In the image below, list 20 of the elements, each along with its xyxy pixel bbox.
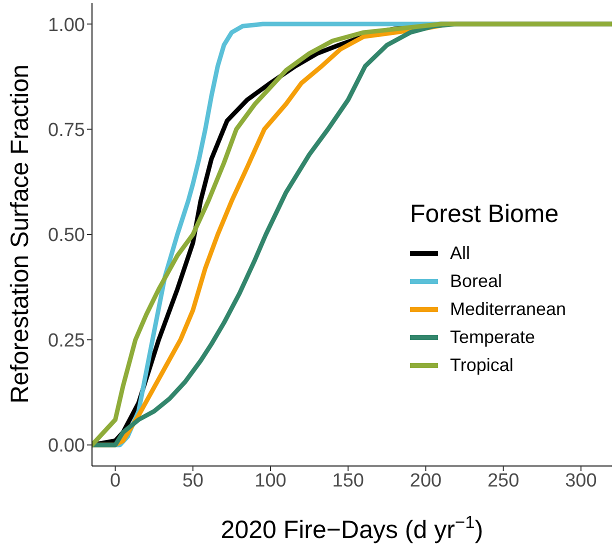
y-tick-label: 1.00: [48, 14, 85, 36]
x-tick-label: 0: [110, 470, 121, 492]
x-tick-label: 150: [332, 470, 364, 492]
x-tick-label: 250: [487, 470, 520, 492]
legend-label: Mediterranean: [450, 298, 566, 320]
x-tick-label: 200: [410, 470, 442, 492]
x-tick-label: 100: [254, 470, 286, 492]
y-tick-label: 0.50: [48, 225, 85, 246]
y-tick-label: 0.25: [48, 330, 85, 352]
legend-title: Forest Biome: [410, 200, 560, 229]
legend-label: Boreal: [450, 270, 502, 292]
y-tick-label: 0.00: [48, 436, 85, 457]
x-tick-label: 300: [565, 470, 597, 492]
legend-label: Tropical: [450, 354, 514, 376]
x-tick-label: 50: [182, 470, 204, 492]
y-axis-title: Reforestation Surface Fraction: [6, 64, 34, 404]
y-tick-label: 0.75: [48, 120, 85, 142]
x-axis-title: 2020 Fire−Days (d yr$^{−1}$): [220, 512, 484, 544]
legend-label: All: [450, 242, 470, 264]
legend-label: Temperate: [450, 326, 536, 348]
